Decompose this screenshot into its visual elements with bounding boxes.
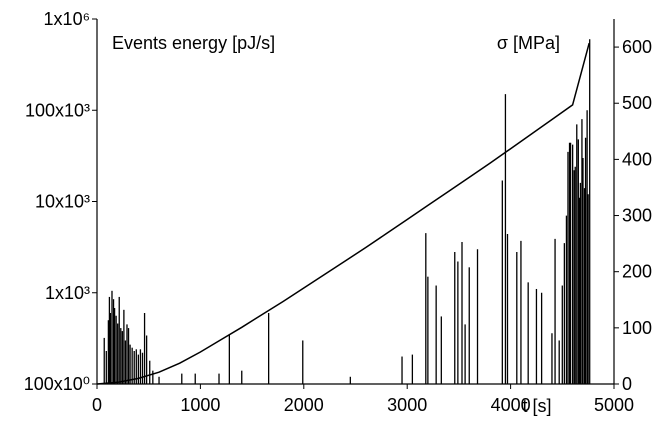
right-axis-title: σ [MPa] [497, 33, 560, 53]
y-left-tick-label: 1x10⁶ [44, 9, 90, 29]
bars-layer [103, 39, 591, 384]
stress-line [96, 42, 590, 385]
x-axis-title: t [s] [522, 396, 551, 416]
y-left-tick-label: 10x10³ [35, 192, 90, 212]
left-axis-title: Events energy [pJ/s] [112, 33, 275, 53]
y-left-tick-label: 100x10⁰ [24, 374, 90, 394]
x-tick-label: 3000 [387, 395, 427, 415]
x-tick-label: 0 [92, 395, 102, 415]
line-layer [96, 42, 590, 385]
x-tick-label: 2000 [284, 395, 324, 415]
y-left-tick-label: 100x10³ [25, 100, 90, 120]
x-tick-label: 1000 [180, 395, 220, 415]
y-right-tick-label: 600 [622, 37, 652, 57]
y-right-tick-label: 400 [622, 149, 652, 169]
x-tick-label: 5000 [594, 395, 634, 415]
y-right-tick-label: 100 [622, 318, 652, 338]
x-tick-label: 4000 [491, 395, 531, 415]
y-right-tick-label: 500 [622, 93, 652, 113]
y-right-tick-label: 200 [622, 262, 652, 282]
y-right-tick-label: 300 [622, 206, 652, 226]
y-left-tick-label: 1x10³ [45, 283, 90, 303]
ticks-layer: 0 1000 2000 3000 4000 5000100x10⁰1x10³10x10³1… [24, 9, 652, 415]
y-right-tick-label: 0 [622, 374, 632, 394]
